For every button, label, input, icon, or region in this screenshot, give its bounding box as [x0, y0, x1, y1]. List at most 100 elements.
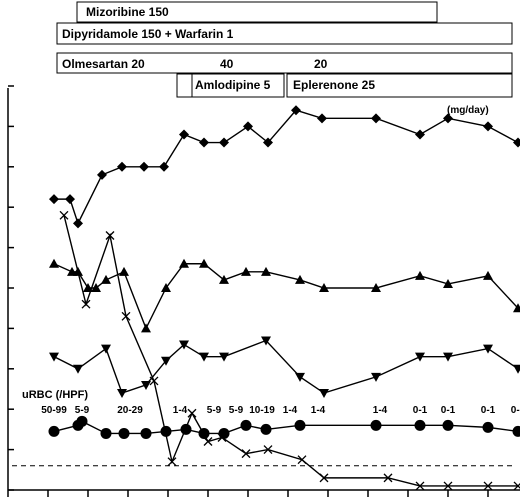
triangle-down-point [117, 389, 127, 399]
diamond-point [483, 121, 493, 132]
amlodipine-label: Amlodipine 5 [195, 78, 271, 92]
urbc-data-label: 5-9 [75, 405, 90, 416]
x-point-stroke [59, 210, 69, 220]
triangle-up-point [91, 283, 101, 292]
dipyridamole-warfarin-label: Dipyridamole 150 + Warfarin 1 [62, 27, 234, 41]
mizoribine-bar [76, 1, 438, 23]
x-point-stroke [263, 445, 273, 455]
x-point-stroke [187, 408, 197, 418]
diamond-point [49, 194, 59, 205]
olmesartan-bar [56, 52, 513, 74]
x-point-stroke [319, 473, 329, 483]
urbc-data-label: 0-1 [413, 405, 428, 416]
x-point [81, 299, 91, 309]
triangle-down-point [101, 344, 111, 354]
x-point-stroke [121, 311, 131, 321]
diamond-point [371, 113, 381, 124]
triangle-down-point [319, 389, 329, 399]
triangle-up-point [483, 270, 493, 280]
diamond-point [97, 169, 107, 180]
x-point-stroke [513, 483, 520, 491]
circle-point [442, 419, 454, 431]
circle-point [140, 427, 152, 439]
urbc-data-label: 1-4 [283, 405, 298, 416]
diamond-point [291, 105, 301, 116]
diamond-point [415, 129, 425, 140]
x-point [297, 455, 307, 465]
unit-label: (mg/day) [447, 105, 489, 116]
eplerenone-bar [286, 73, 513, 98]
triangle-up-point [295, 274, 305, 284]
mizoribine-label: Mizoribine 150 [86, 5, 169, 19]
triangle-down-point [179, 340, 189, 350]
triangle-up-point [119, 266, 129, 276]
x-point [149, 376, 159, 386]
x-point-stroke [217, 433, 227, 442]
triangle-up-point [513, 303, 520, 313]
circle-point [370, 419, 382, 431]
x-point-stroke [483, 481, 493, 491]
urbc-data-label: 5-9 [229, 405, 244, 416]
circle-point [414, 419, 426, 431]
urbc-data-label: 5-9 [207, 405, 222, 416]
x-point [203, 437, 213, 446]
triangle-down-point [141, 380, 151, 390]
circle-point [240, 419, 252, 431]
x-point-stroke [383, 473, 393, 483]
x-point-stroke [203, 437, 213, 446]
urbc-data-label: 0-1 [481, 405, 496, 416]
circle-point [260, 423, 272, 435]
x-point [121, 311, 131, 321]
triangle-up-point [199, 258, 209, 268]
diamond-point [139, 161, 149, 172]
urbc-labels: 50-99 5-9 20-29 1-4 5-9 5-9 10-19 1-4 1-4 1-4 0-1 0… [41, 405, 520, 416]
x-point-stroke [297, 455, 307, 465]
triangle-down-point [483, 344, 493, 354]
triangle-up-point [261, 266, 271, 276]
x-point-stroke [149, 376, 159, 386]
amlodipine-start-tick [176, 73, 193, 98]
x-point [319, 473, 329, 483]
x-point-stroke [241, 449, 251, 459]
diamond-point [73, 218, 83, 229]
dipyridamole-warfarin-bar [56, 22, 513, 45]
circle-point [512, 425, 520, 437]
olmesartan-dose-40: 40 [220, 57, 234, 71]
diamond-point [317, 113, 327, 124]
triangle-up-point [443, 278, 453, 288]
triangle-up-point [219, 274, 229, 284]
urbc-data-label: 0-1 [511, 405, 520, 416]
x-point-stroke [81, 299, 91, 309]
triangle-down-series-line [53, 339, 519, 394]
diamond-point [179, 129, 189, 140]
urbc-data-label: 1-4 [373, 405, 388, 416]
x-point [241, 449, 251, 459]
diamond-point [65, 194, 75, 205]
diamond-point [159, 161, 169, 172]
triangle-down-point [295, 372, 305, 382]
triangle-down-point [219, 352, 229, 362]
triangle-up-point [241, 266, 251, 276]
diamond-point [513, 137, 520, 148]
triangle-up-point [415, 270, 425, 280]
diamond-point [117, 161, 127, 172]
x-point-stroke [167, 457, 177, 467]
circle-point [294, 419, 306, 431]
amlodipine-bar [191, 73, 285, 98]
eplerenone-label: Eplerenone 25 [293, 78, 375, 92]
circle-point [160, 425, 172, 437]
diamond-point [443, 113, 453, 124]
x-point [483, 481, 493, 491]
triangle-up-point [179, 258, 189, 268]
x-point [167, 457, 177, 467]
x-point [217, 433, 227, 442]
y-ticks [8, 85, 14, 491]
triangle-up-point [371, 283, 381, 292]
triangle-down-point [415, 352, 425, 362]
urbc-data-label: 20-29 [117, 405, 143, 416]
x-point [383, 473, 393, 483]
x-point [513, 481, 520, 491]
urbc-data-label: 50-99 [41, 405, 67, 416]
x-series-line [63, 215, 518, 487]
triangle-down-point [161, 356, 171, 366]
